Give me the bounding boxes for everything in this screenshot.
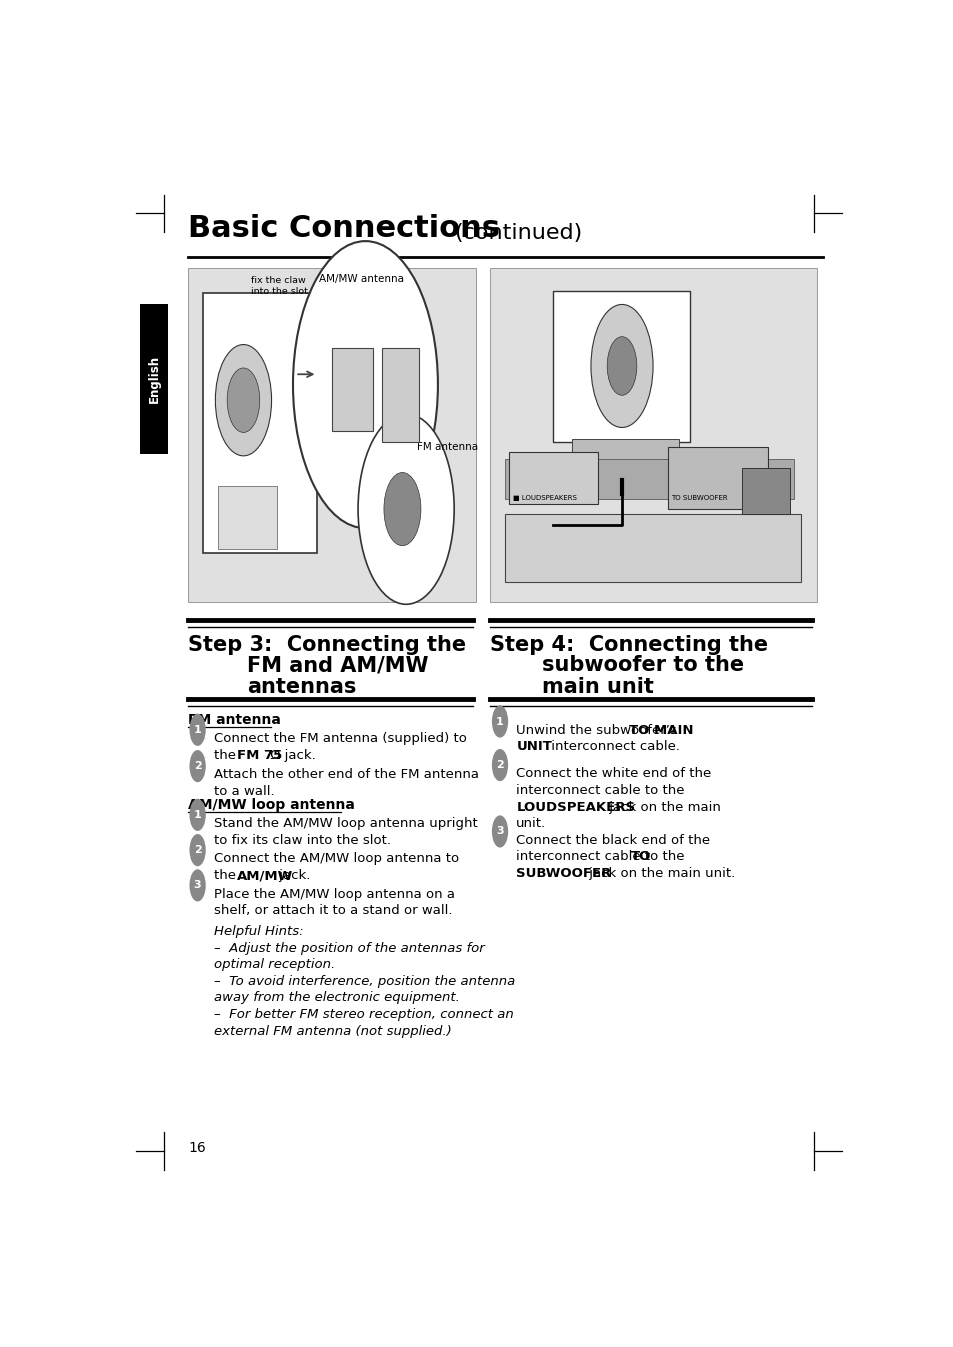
- Ellipse shape: [190, 869, 206, 901]
- Text: antennas: antennas: [247, 678, 356, 698]
- Bar: [505, 459, 793, 498]
- Text: the: the: [213, 749, 240, 761]
- Text: 2: 2: [193, 845, 201, 855]
- Ellipse shape: [606, 337, 636, 395]
- Ellipse shape: [190, 750, 206, 783]
- Text: Step 3:  Connecting the: Step 3: Connecting the: [188, 634, 466, 655]
- Text: fix the claw
into the slot: fix the claw into the slot: [251, 276, 308, 296]
- Text: Basic Connections: Basic Connections: [188, 214, 499, 242]
- Text: to fix its claw into the slot.: to fix its claw into the slot.: [213, 834, 391, 847]
- Text: 3: 3: [193, 881, 201, 890]
- Bar: [553, 291, 689, 442]
- Text: TO MAIN: TO MAIN: [628, 723, 693, 737]
- Text: –  For better FM stereo reception, connect an: – For better FM stereo reception, connec…: [213, 1008, 513, 1021]
- Text: unit.: unit.: [516, 818, 546, 830]
- Ellipse shape: [357, 414, 454, 605]
- Text: –  Adjust the position of the antennas for: – Adjust the position of the antennas fo…: [213, 942, 484, 955]
- Text: LOUDSPEAKERS: LOUDSPEAKERS: [516, 800, 635, 814]
- Text: Connect the white end of the: Connect the white end of the: [516, 768, 711, 780]
- Text: FM antenna: FM antenna: [416, 442, 477, 451]
- Bar: [381, 349, 418, 442]
- Ellipse shape: [293, 241, 437, 528]
- Text: jack on the main: jack on the main: [604, 800, 720, 814]
- Text: optimal reception.: optimal reception.: [213, 958, 335, 971]
- Bar: [571, 439, 679, 480]
- Text: FM 75: FM 75: [236, 749, 282, 761]
- Ellipse shape: [227, 368, 259, 432]
- Text: the: the: [213, 869, 240, 882]
- Text: 3: 3: [496, 827, 503, 836]
- Text: external FM antenna (not supplied.): external FM antenna (not supplied.): [213, 1025, 451, 1037]
- Text: 1: 1: [193, 810, 201, 820]
- Text: 2: 2: [496, 760, 503, 770]
- Bar: [508, 453, 597, 504]
- Text: shelf, or attach it to a stand or wall.: shelf, or attach it to a stand or wall.: [213, 904, 452, 917]
- Ellipse shape: [190, 834, 206, 866]
- Text: TO SUBWOOFER: TO SUBWOOFER: [671, 494, 727, 501]
- Bar: [140, 303, 168, 454]
- Text: jack on the main unit.: jack on the main unit.: [584, 867, 735, 880]
- Text: (continued): (continued): [454, 222, 582, 242]
- Bar: [741, 467, 789, 515]
- Text: Connect the FM antenna (supplied) to: Connect the FM antenna (supplied) to: [213, 733, 466, 745]
- Text: Helpful Hints:: Helpful Hints:: [213, 925, 303, 938]
- Text: UNIT: UNIT: [516, 741, 552, 753]
- Bar: [217, 486, 276, 548]
- Bar: [332, 349, 373, 431]
- Text: FM and AM/MW: FM and AM/MW: [247, 656, 428, 675]
- Text: to a wall.: to a wall.: [213, 785, 274, 797]
- Text: Unwind the subwoofer’s: Unwind the subwoofer’s: [516, 723, 680, 737]
- Ellipse shape: [492, 706, 508, 738]
- Text: subwoofer to the: subwoofer to the: [541, 656, 743, 675]
- Text: FM antenna: FM antenna: [188, 714, 280, 727]
- Text: 16: 16: [188, 1141, 206, 1154]
- Text: Stand the AM/MW loop antenna upright: Stand the AM/MW loop antenna upright: [213, 818, 477, 830]
- Ellipse shape: [215, 345, 272, 455]
- Text: Place the AM/MW loop antenna on a: Place the AM/MW loop antenna on a: [213, 888, 455, 901]
- Bar: [203, 294, 317, 552]
- Ellipse shape: [190, 799, 206, 831]
- Bar: [188, 268, 476, 602]
- Text: interconnect cable to the: interconnect cable to the: [516, 784, 684, 797]
- Text: Attach the other end of the FM antenna: Attach the other end of the FM antenna: [213, 768, 478, 781]
- Text: interconnect cable to the: interconnect cable to the: [516, 850, 688, 863]
- Ellipse shape: [492, 749, 508, 781]
- Text: TO: TO: [630, 850, 651, 863]
- Text: English: English: [148, 354, 160, 403]
- Text: Connect the AM/MW loop antenna to: Connect the AM/MW loop antenna to: [213, 853, 458, 865]
- Ellipse shape: [190, 714, 206, 746]
- Bar: [667, 447, 767, 509]
- Text: 2: 2: [193, 761, 201, 770]
- Text: Step 4:  Connecting the: Step 4: Connecting the: [490, 634, 768, 655]
- Text: AM/MW antenna: AM/MW antenna: [319, 273, 404, 284]
- Ellipse shape: [383, 473, 420, 546]
- Text: 1: 1: [496, 717, 503, 726]
- Text: Connect the black end of the: Connect the black end of the: [516, 834, 710, 847]
- Bar: [505, 515, 801, 582]
- Text: jack.: jack.: [274, 869, 310, 882]
- Bar: [490, 268, 817, 602]
- Text: AM/MW: AM/MW: [236, 869, 293, 882]
- Text: SUBWOOFER: SUBWOOFER: [516, 867, 611, 880]
- Text: 1: 1: [193, 725, 201, 735]
- Ellipse shape: [590, 304, 653, 427]
- Text: –  To avoid interference, position the antenna: – To avoid interference, position the an…: [213, 975, 515, 987]
- Text: away from the electronic equipment.: away from the electronic equipment.: [213, 991, 459, 1005]
- Text: AM/MW loop antenna: AM/MW loop antenna: [188, 799, 355, 812]
- Text: main unit: main unit: [541, 678, 654, 698]
- Text: ■ LOUDSPEAKERS: ■ LOUDSPEAKERS: [512, 494, 576, 501]
- Ellipse shape: [492, 815, 508, 847]
- Text: Ω jack.: Ω jack.: [265, 749, 315, 761]
- Text: interconnect cable.: interconnect cable.: [547, 741, 679, 753]
